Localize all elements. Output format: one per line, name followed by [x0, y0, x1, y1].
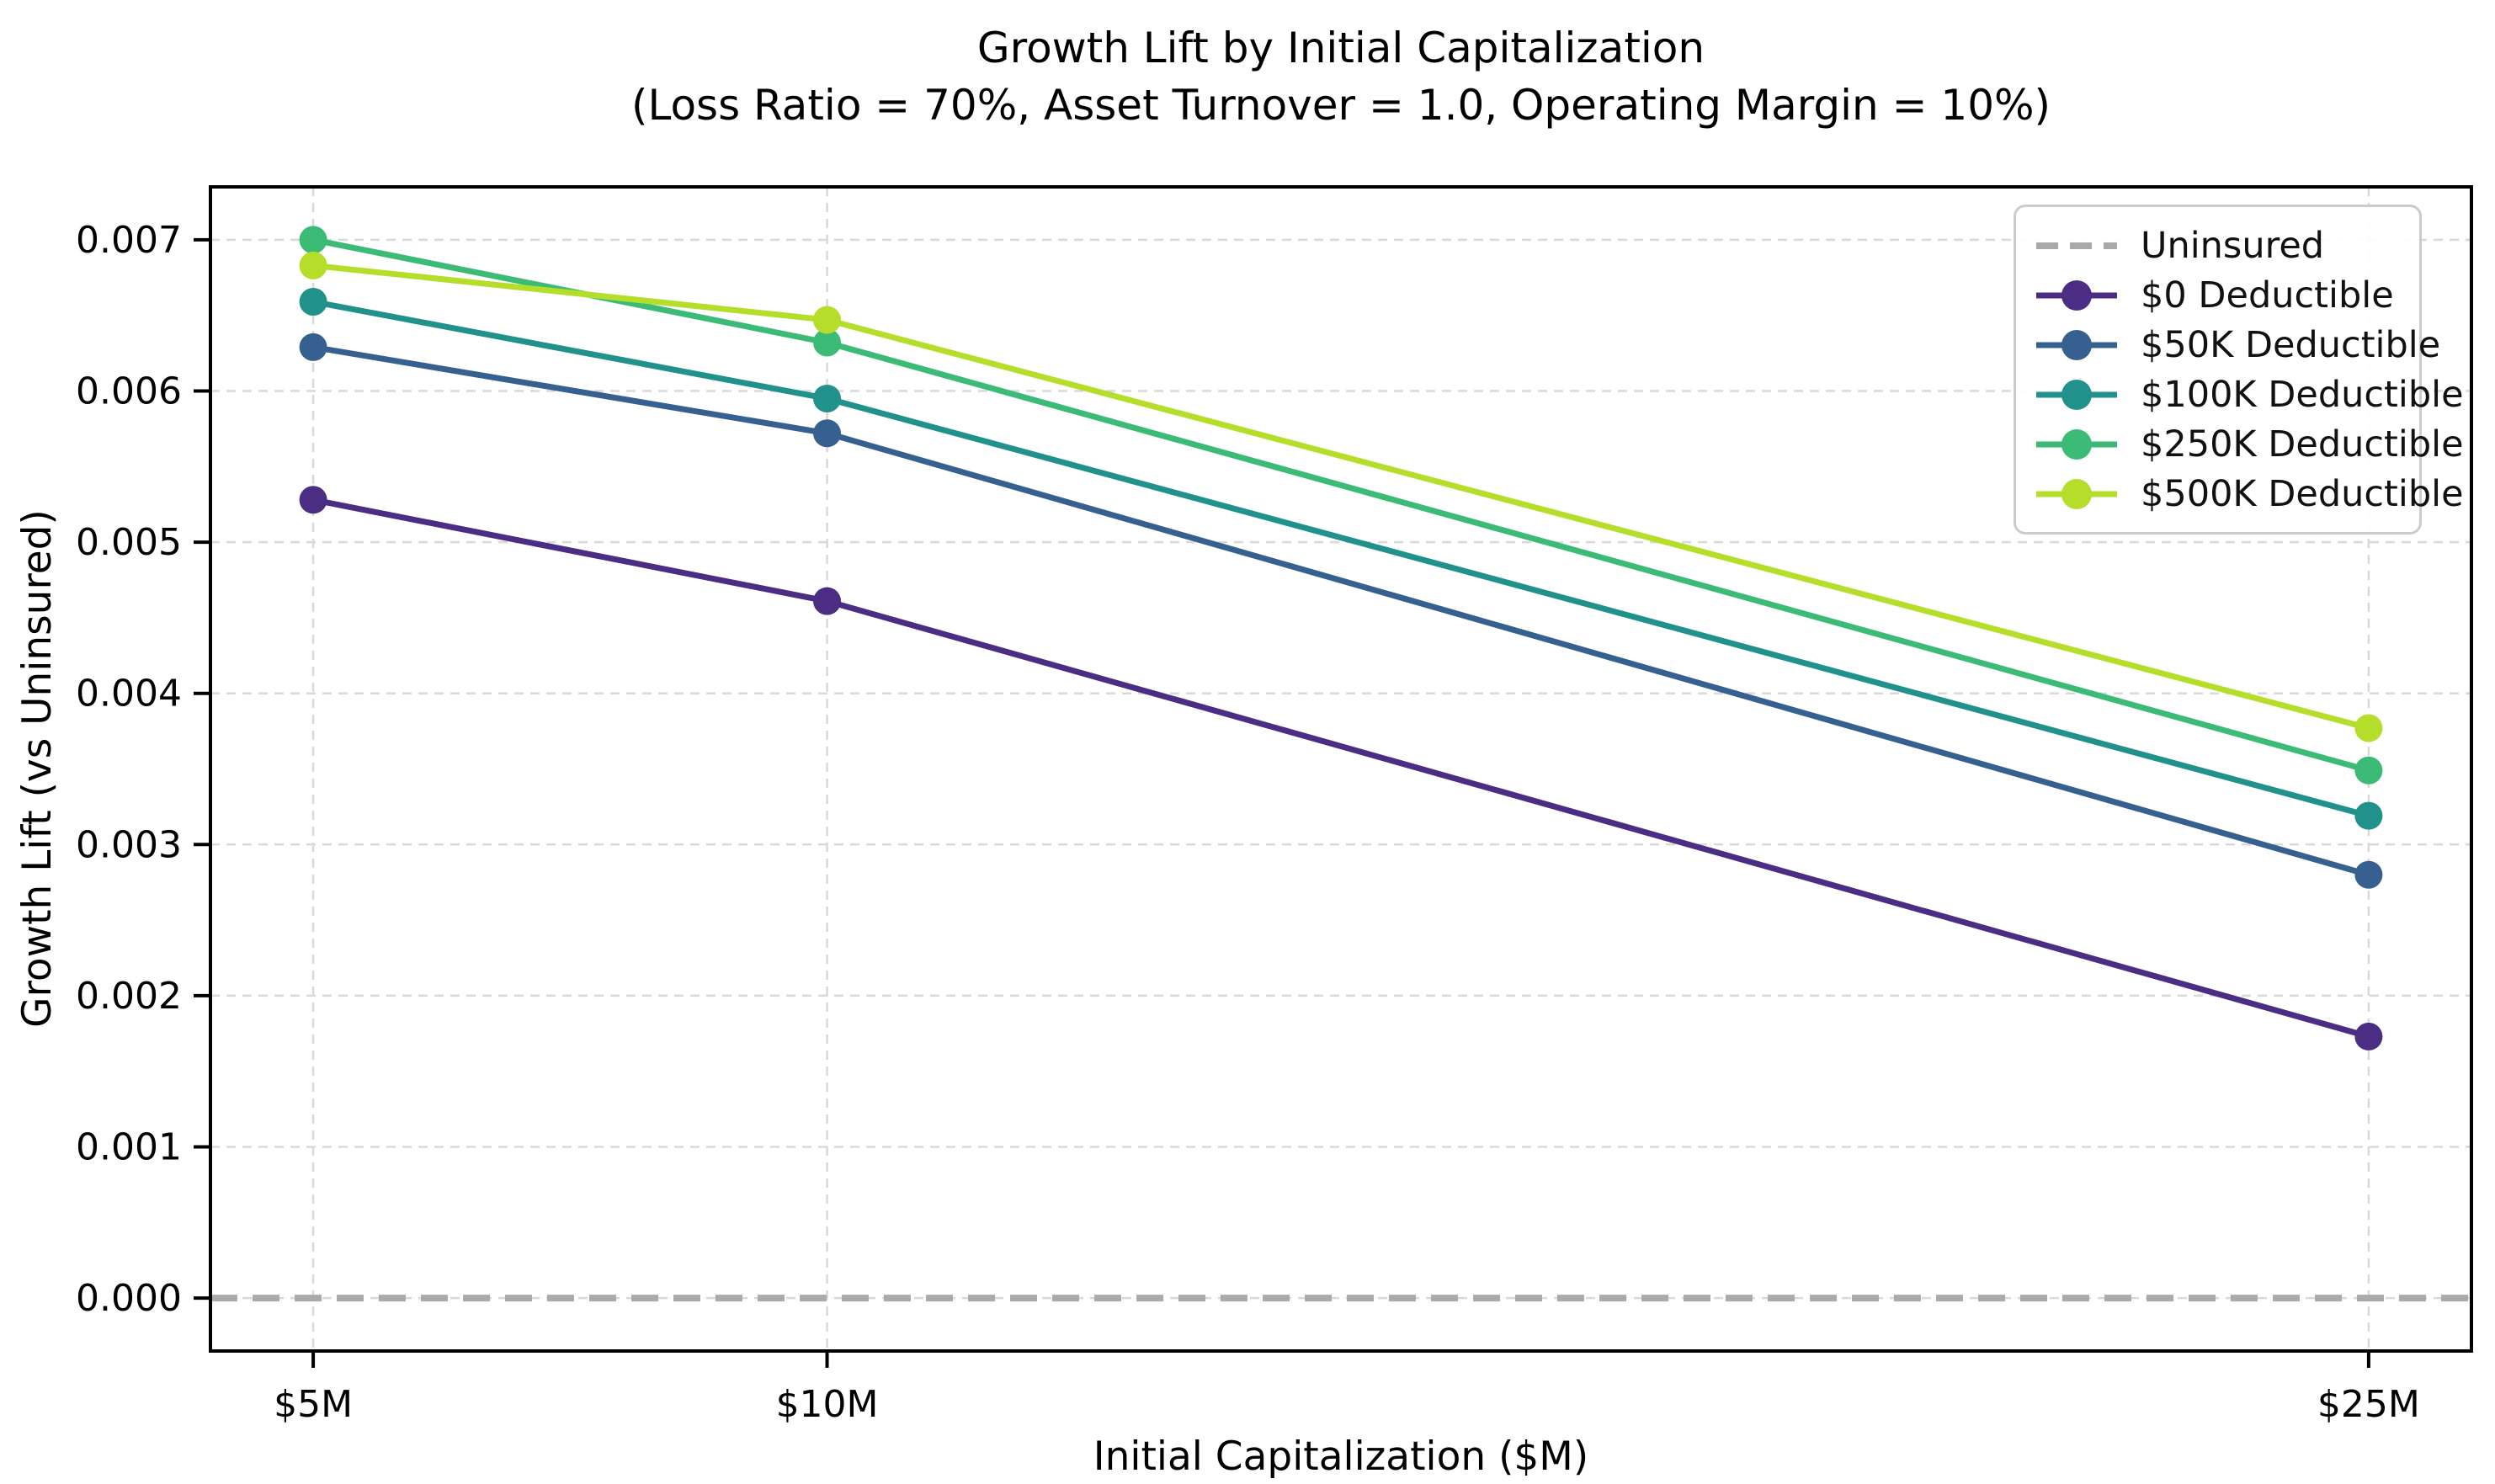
data-point-marker [299, 486, 327, 514]
data-point-marker [2354, 714, 2383, 742]
axes-frame [209, 185, 2473, 1353]
data-point-marker [299, 251, 327, 279]
legend-label: $100K Deductible [2141, 373, 2464, 416]
legend-sample-marker [2061, 329, 2092, 360]
x-tick-label: $10M [776, 1383, 879, 1426]
legend-label: $250K Deductible [2141, 423, 2464, 465]
legend-item: $500K Deductible [2035, 469, 2464, 519]
y-tick-label: 0.001 [76, 1126, 182, 1169]
data-point-marker [813, 419, 842, 448]
legend-item: Uninsured [2035, 221, 2402, 270]
y-tick-label: 0.002 [76, 975, 182, 1018]
data-point-marker [2354, 801, 2383, 830]
legend-sample-marker [2061, 428, 2092, 460]
legend-sample-marker [2061, 379, 2092, 410]
y-tick-label: 0.000 [76, 1277, 182, 1320]
legend-line-marker-swatch [2036, 279, 2117, 311]
x-tick-label: $25M [2317, 1383, 2420, 1426]
y-tick-label: 0.004 [76, 673, 182, 715]
data-series [210, 226, 2471, 1302]
y-axis-title: Growth Lift (vs Uninsured) [14, 509, 61, 1028]
legend-line-marker-swatch [2036, 379, 2117, 410]
data-point-marker [2354, 1022, 2383, 1051]
legend-sample-marker [2061, 279, 2092, 311]
series--250k-deductible [299, 226, 2383, 785]
legend-dashed-line-swatch [2036, 242, 2117, 249]
y-tick-label: 0.007 [76, 219, 182, 262]
legend-item: $0 Deductible [2035, 270, 2402, 320]
tick-labels: $5M $10M $25M 0.000 0.001 0.002 0.003 0.004 0.00… [76, 219, 2420, 1426]
data-point-marker [813, 587, 842, 615]
legend-item: $100K Deductible [2035, 370, 2464, 419]
y-tick-label: 0.005 [76, 521, 182, 564]
axis-ticks [194, 237, 2370, 1368]
data-point-marker [813, 384, 842, 412]
chart-title: Growth Lift by Initial Capitalization [977, 24, 1705, 72]
y-tick-label: 0.006 [76, 370, 182, 412]
legend-sample-marker [2061, 478, 2092, 509]
x-axis-title: Initial Capitalization ($M) [1093, 1433, 1588, 1480]
legend-item: $50K Deductible [2035, 320, 2440, 370]
legend-label: $0 Deductible [2141, 274, 2394, 316]
legend-label: Uninsured [2141, 224, 2325, 267]
data-point-marker [299, 288, 327, 316]
legend-line-marker-swatch [2036, 329, 2117, 360]
legend-line-marker-swatch [2036, 428, 2117, 460]
data-point-marker [813, 328, 842, 357]
series--0-deductible [299, 486, 2383, 1051]
data-point-marker [2354, 860, 2383, 889]
legend-label: $50K Deductible [2141, 323, 2441, 366]
y-tick-label: 0.003 [76, 823, 182, 866]
plot-frame [209, 185, 2473, 1353]
series--500k-deductible [299, 251, 2383, 742]
data-point-marker [813, 306, 842, 334]
legend-line-marker-swatch [2036, 478, 2117, 509]
legend-item: $250K Deductible [2035, 419, 2464, 469]
legend: Uninsured $0 Deductible $50K Deductible $10… [2014, 205, 2464, 535]
x-tick-label: $5M [274, 1383, 353, 1426]
data-point-marker [2354, 756, 2383, 785]
chart-subtitle: (Loss Ratio = 70%, Asset Turnover = 1.0,… [631, 81, 2051, 130]
legend-label: $500K Deductible [2141, 472, 2464, 515]
data-point-marker [299, 226, 327, 254]
data-point-marker [299, 332, 327, 361]
series--50k-deductible [299, 332, 2383, 889]
series--100k-deductible [299, 288, 2383, 830]
